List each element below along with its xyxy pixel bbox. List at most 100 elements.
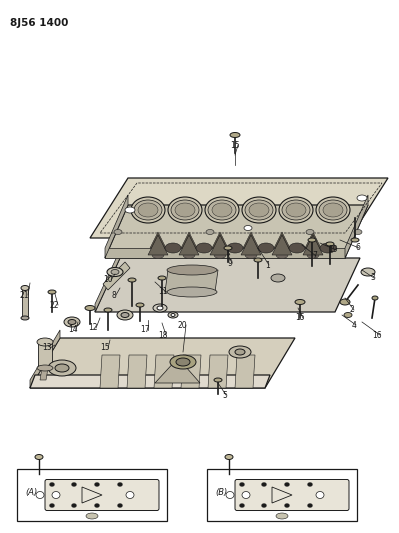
Ellipse shape <box>117 482 122 487</box>
Text: 14: 14 <box>68 326 78 335</box>
Ellipse shape <box>214 378 222 382</box>
Text: 15: 15 <box>230 141 240 149</box>
Polygon shape <box>272 235 292 255</box>
Polygon shape <box>235 355 255 388</box>
Ellipse shape <box>171 200 199 220</box>
Polygon shape <box>103 262 130 290</box>
Ellipse shape <box>183 252 195 259</box>
Ellipse shape <box>239 482 245 487</box>
Polygon shape <box>100 355 120 388</box>
Text: 6: 6 <box>355 244 360 253</box>
Ellipse shape <box>111 270 119 274</box>
Ellipse shape <box>289 243 305 253</box>
Ellipse shape <box>205 197 239 223</box>
Ellipse shape <box>276 513 288 519</box>
Ellipse shape <box>117 310 133 320</box>
Ellipse shape <box>284 482 290 487</box>
Ellipse shape <box>152 252 164 259</box>
Ellipse shape <box>308 504 312 507</box>
Ellipse shape <box>114 230 122 235</box>
Polygon shape <box>305 232 321 248</box>
Ellipse shape <box>176 358 190 366</box>
Ellipse shape <box>171 313 175 317</box>
Ellipse shape <box>104 308 112 312</box>
Ellipse shape <box>282 200 310 220</box>
Ellipse shape <box>261 482 267 487</box>
Ellipse shape <box>131 197 165 223</box>
Ellipse shape <box>245 200 273 220</box>
Ellipse shape <box>21 316 29 320</box>
Ellipse shape <box>242 197 276 223</box>
Ellipse shape <box>326 242 334 246</box>
Polygon shape <box>105 195 128 258</box>
Text: 17: 17 <box>140 326 150 335</box>
Polygon shape <box>179 235 199 255</box>
Ellipse shape <box>242 491 250 498</box>
Ellipse shape <box>320 243 336 253</box>
Ellipse shape <box>126 491 134 498</box>
Polygon shape <box>95 258 360 312</box>
Ellipse shape <box>52 491 60 498</box>
Ellipse shape <box>344 312 352 318</box>
Ellipse shape <box>157 306 163 310</box>
Ellipse shape <box>86 513 98 519</box>
Ellipse shape <box>138 203 158 217</box>
Ellipse shape <box>229 346 251 358</box>
Ellipse shape <box>68 319 76 325</box>
Text: 12: 12 <box>88 324 97 333</box>
Ellipse shape <box>128 278 136 282</box>
Ellipse shape <box>167 287 217 297</box>
Text: 1: 1 <box>265 261 270 270</box>
Ellipse shape <box>316 491 324 498</box>
Ellipse shape <box>258 243 274 253</box>
Ellipse shape <box>121 312 129 318</box>
Ellipse shape <box>196 243 212 253</box>
Ellipse shape <box>307 252 319 259</box>
Ellipse shape <box>168 197 202 223</box>
Ellipse shape <box>37 365 53 371</box>
Ellipse shape <box>165 243 181 253</box>
Ellipse shape <box>117 504 122 507</box>
Ellipse shape <box>308 482 312 487</box>
Ellipse shape <box>316 197 350 223</box>
Polygon shape <box>303 235 323 255</box>
Ellipse shape <box>168 312 178 318</box>
Ellipse shape <box>354 230 362 235</box>
Ellipse shape <box>323 203 343 217</box>
Ellipse shape <box>206 230 214 235</box>
Polygon shape <box>127 355 147 388</box>
Polygon shape <box>105 248 345 258</box>
Ellipse shape <box>214 252 226 259</box>
Polygon shape <box>181 355 201 388</box>
Ellipse shape <box>261 504 267 507</box>
FancyBboxPatch shape <box>235 480 349 511</box>
Ellipse shape <box>71 504 77 507</box>
Ellipse shape <box>239 504 245 507</box>
Ellipse shape <box>167 265 217 275</box>
Polygon shape <box>30 338 295 388</box>
Text: 8J56 1400: 8J56 1400 <box>10 18 68 28</box>
Ellipse shape <box>235 349 245 355</box>
Polygon shape <box>210 235 230 255</box>
Text: 2: 2 <box>350 305 355 314</box>
Text: 22: 22 <box>50 301 59 310</box>
Ellipse shape <box>319 200 347 220</box>
Ellipse shape <box>372 296 378 300</box>
Text: 21: 21 <box>20 290 30 300</box>
Ellipse shape <box>48 360 76 376</box>
Bar <box>207 469 357 521</box>
Polygon shape <box>208 355 228 388</box>
Text: 16: 16 <box>372 330 381 340</box>
Text: 18: 18 <box>158 330 168 340</box>
Ellipse shape <box>175 203 195 217</box>
Text: 15: 15 <box>295 313 304 322</box>
Ellipse shape <box>224 246 232 250</box>
Polygon shape <box>40 368 48 380</box>
Ellipse shape <box>125 207 135 213</box>
Ellipse shape <box>153 304 167 312</box>
Ellipse shape <box>95 482 99 487</box>
Ellipse shape <box>208 200 236 220</box>
Ellipse shape <box>48 290 56 294</box>
Polygon shape <box>30 375 270 388</box>
Ellipse shape <box>230 133 240 138</box>
